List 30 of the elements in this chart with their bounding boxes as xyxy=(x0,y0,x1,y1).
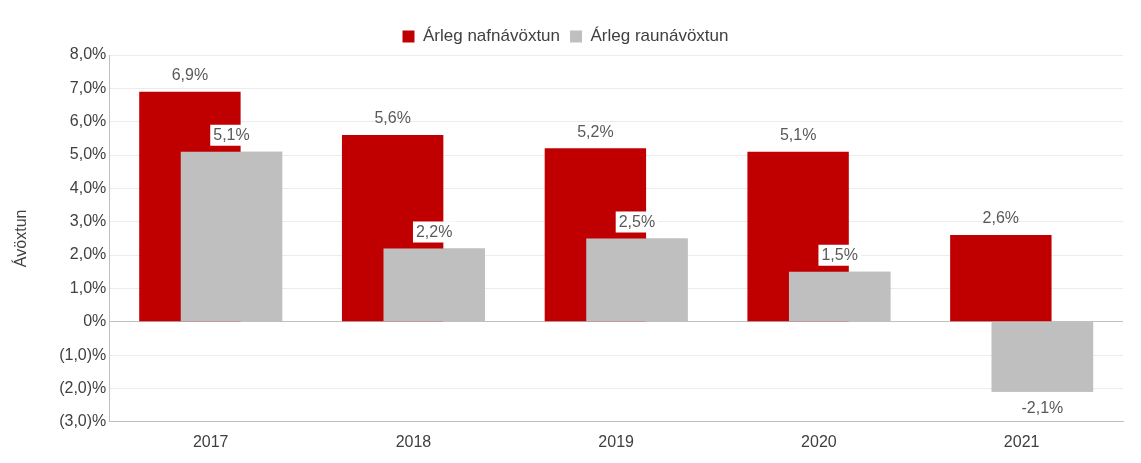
legend-label: Árleg raunávöxtun xyxy=(590,26,729,46)
x-tick-label: 2017 xyxy=(192,432,229,450)
data-label: 2,5% xyxy=(618,212,656,230)
y-tick-label: 7,0% xyxy=(69,78,107,96)
y-tick-label: (1,0)% xyxy=(59,345,107,363)
data-label: 5,6% xyxy=(374,109,411,127)
x-tick-label: 2020 xyxy=(801,432,837,450)
data-label: 5,1% xyxy=(779,126,817,144)
y-tick-label: 0% xyxy=(83,312,107,330)
y-tick-label: 3,0% xyxy=(69,212,107,230)
x-tick-label: 2019 xyxy=(598,432,635,450)
data-label: 5,2% xyxy=(577,122,614,140)
x-tick-label: 2018 xyxy=(395,432,432,450)
data-label: 1,5% xyxy=(821,246,858,264)
legend-label: Árleg nafnávöxtun xyxy=(422,26,561,46)
y-tick-label: 2,0% xyxy=(69,245,107,263)
y-tick-label: (2,0)% xyxy=(59,378,107,396)
y-tick-label: 1,0% xyxy=(69,278,107,296)
y-tick-label: 5,0% xyxy=(69,145,107,163)
data-label: 6,9% xyxy=(171,66,209,84)
data-label: -2,1% xyxy=(1021,399,1064,417)
y-tick-label: 4,0% xyxy=(69,178,107,196)
y-tick-label: 6,0% xyxy=(69,112,107,130)
x-tick-label: 2021 xyxy=(1003,432,1040,450)
data-label: 2,6% xyxy=(982,209,1020,227)
y-tick-label: 8,0% xyxy=(69,45,107,63)
y-tick-label: (3,0)% xyxy=(59,412,107,430)
data-label: 2,2% xyxy=(415,222,453,240)
data-label: 5,1% xyxy=(213,126,250,144)
y-axis-title: Ávöxtun xyxy=(11,209,30,268)
